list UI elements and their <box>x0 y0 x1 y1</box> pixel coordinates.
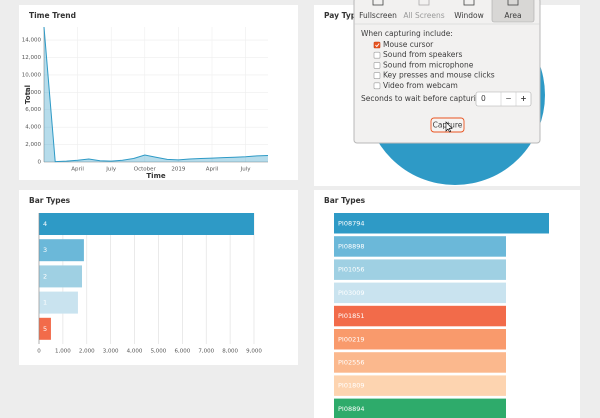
x-tick-label: 5,000 <box>151 349 167 355</box>
x-tick-label: July <box>105 167 117 173</box>
x-tick-label: 0 <box>37 349 41 355</box>
decrement-button[interactable]: − <box>505 94 511 103</box>
bar-label: 3 <box>43 246 47 254</box>
bar[interactable] <box>334 375 506 396</box>
mode-icon <box>507 0 519 6</box>
checkbox[interactable] <box>373 62 381 69</box>
checkbox-label[interactable]: Key presses and mouse clicks <box>383 71 495 80</box>
bar[interactable] <box>39 291 78 314</box>
bar[interactable] <box>334 352 506 373</box>
bar[interactable] <box>39 213 254 235</box>
checkbox[interactable] <box>373 41 381 49</box>
bar[interactable] <box>334 305 506 327</box>
y-tick-label: 14,000 <box>22 38 42 44</box>
bar-label: PI01851 <box>338 312 365 320</box>
y-tick-label: 2,000 <box>25 142 41 148</box>
chart-title: Bar Types <box>29 196 71 205</box>
y-tick-label: 6,000 <box>25 107 41 113</box>
y-tick-label: 4,000 <box>25 125 41 131</box>
bar-label: PI08794 <box>338 219 365 227</box>
mode-icon <box>372 0 384 6</box>
x-tick-label: 3,000 <box>103 349 119 355</box>
bar-label: PI02556 <box>338 358 365 366</box>
x-tick-label: April <box>71 167 84 173</box>
x-tick-label: 8,000 <box>222 349 238 355</box>
bar-label: PI01056 <box>338 266 365 274</box>
bar-label: PI00219 <box>338 335 365 343</box>
line <box>43 26 269 163</box>
chart-title: Pay Types <box>324 11 366 20</box>
bar-label: PI01809 <box>338 382 365 390</box>
y-axis-label: Total <box>24 85 32 104</box>
x-tick-label: 7,000 <box>198 349 214 355</box>
increment-button[interactable]: + <box>520 94 526 103</box>
spinbox[interactable] <box>475 91 532 107</box>
mouse-pointer <box>445 121 453 133</box>
checkbox[interactable] <box>373 82 381 90</box>
checkbox-label[interactable]: Mouse cursor <box>383 40 434 49</box>
check-mark <box>375 43 380 48</box>
x-tick-label: October <box>134 167 157 173</box>
x-tick-label: 2019 <box>171 167 185 173</box>
dialog-frame <box>353 0 541 144</box>
capture-dialog: Fullscreen All Screens Window Area When capt… <box>353 0 541 144</box>
y-tick-label: 0 <box>38 160 42 166</box>
x-tick-label: 9,000 <box>246 349 262 355</box>
chart-title: Time Trend <box>29 11 76 20</box>
x-tick-label: 1,000 <box>55 349 71 355</box>
checkbox-label[interactable]: Video from webcam <box>383 81 458 90</box>
x-tick-label: 2,000 <box>79 349 95 355</box>
bar[interactable] <box>39 265 82 288</box>
bar-label: PI08898 <box>338 242 365 250</box>
checkbox[interactable] <box>373 51 381 59</box>
mode-button[interactable]: Window <box>454 11 484 20</box>
mode-button[interactable]: Fullscreen <box>359 11 397 20</box>
bar-label: 1 <box>43 299 47 307</box>
bar[interactable] <box>334 213 549 234</box>
bar-label: 5 <box>43 325 47 333</box>
bar[interactable] <box>334 398 506 418</box>
chart-title: Bar Types <box>324 196 366 205</box>
bar[interactable] <box>334 282 506 304</box>
mode-button[interactable]: Area <box>504 11 521 20</box>
mode-button-bg <box>491 0 535 23</box>
bar[interactable] <box>334 259 506 280</box>
bar-label: PI08894 <box>338 405 365 413</box>
bar-label: 4 <box>43 220 47 228</box>
bar[interactable] <box>334 236 506 257</box>
section-label: When capturing include: <box>361 29 453 38</box>
bar[interactable] <box>39 239 84 262</box>
x-tick-label: 4,000 <box>127 349 143 355</box>
mode-icon <box>418 0 430 6</box>
mode-icon <box>463 0 475 6</box>
delay-label: Seconds to wait before capturing: <box>361 94 488 103</box>
x-tick-label: April <box>206 167 219 173</box>
bar[interactable] <box>334 329 506 350</box>
y-tick-label: 8,000 <box>25 90 41 96</box>
checkbox-label[interactable]: Sound from speakers <box>383 50 462 59</box>
bar[interactable] <box>39 317 51 340</box>
mode-button[interactable]: All Screens <box>403 11 444 20</box>
checkbox-label[interactable]: Sound from microphone <box>383 60 474 69</box>
spinbox-value[interactable]: 0 <box>481 94 486 103</box>
x-axis-label: Time <box>146 172 165 180</box>
x-tick-label: 6,000 <box>174 349 190 355</box>
x-tick-label: July <box>240 167 252 173</box>
bar-label: PI03009 <box>338 289 365 297</box>
y-tick-label: 12,000 <box>22 55 42 61</box>
y-tick-label: 10,000 <box>22 72 42 78</box>
checkbox[interactable] <box>373 72 381 79</box>
bar-label: 2 <box>43 272 47 280</box>
